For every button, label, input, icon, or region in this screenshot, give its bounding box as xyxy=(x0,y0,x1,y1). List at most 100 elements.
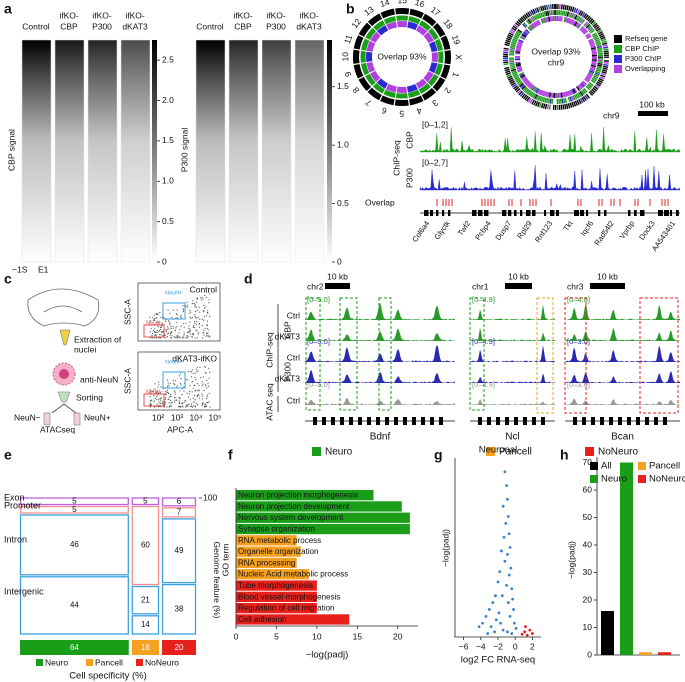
flow-event xyxy=(207,382,209,384)
circos-stripe xyxy=(590,44,596,47)
gene-block xyxy=(508,210,512,216)
circos-stripe xyxy=(589,89,595,95)
colorbar-tick-label: 1.5 xyxy=(162,135,174,145)
circos-stripe xyxy=(549,98,552,104)
circos-stripe xyxy=(503,63,509,66)
circos-stripe xyxy=(597,51,603,54)
flow-event xyxy=(165,330,168,332)
brain-section xyxy=(27,288,100,327)
circos-stripe xyxy=(516,65,522,69)
flow-event xyxy=(183,337,185,339)
chrom-label: chr9 xyxy=(603,110,620,120)
column-label: ifKO- xyxy=(299,10,319,20)
gene-label: Pcbp4 xyxy=(473,219,493,242)
circos-stripe xyxy=(534,8,538,14)
circos-stripe xyxy=(550,10,553,16)
y-tick-label: 0 xyxy=(587,649,592,659)
point xyxy=(528,628,532,632)
circos-stripe xyxy=(578,84,583,90)
flow-event xyxy=(152,332,154,335)
circos-stripe xyxy=(561,10,564,16)
flow-event xyxy=(164,393,166,395)
flow-event xyxy=(197,370,199,372)
flow-event xyxy=(169,323,171,325)
flow-event xyxy=(186,392,188,394)
exon xyxy=(541,417,545,425)
circos-stripe xyxy=(510,67,516,70)
circos-stripe xyxy=(560,104,563,110)
category-label: Tube morphogenesis xyxy=(238,581,313,590)
circos-stripe xyxy=(518,70,524,75)
flow-event xyxy=(207,312,209,314)
flow-event xyxy=(181,394,183,396)
flow-event xyxy=(191,317,193,319)
circos-stripe xyxy=(593,85,599,90)
point xyxy=(489,625,493,629)
signal-track xyxy=(565,398,680,405)
circos-stripe xyxy=(548,92,551,98)
p300-ring xyxy=(428,62,438,74)
flow-event xyxy=(160,326,162,329)
flow-event xyxy=(156,395,158,398)
circos-stripe xyxy=(523,14,528,19)
circos-stripe xyxy=(538,12,542,19)
chromosome-arc xyxy=(432,22,446,38)
legend-label: Pancell xyxy=(649,461,680,472)
circos-stripe xyxy=(572,88,576,94)
flow-event xyxy=(164,320,166,322)
flow-event xyxy=(178,406,180,408)
flow-event xyxy=(153,319,155,322)
flow-event xyxy=(156,391,158,393)
track-range: [0–5.0] xyxy=(307,337,330,346)
circos-stripe xyxy=(563,10,566,16)
point xyxy=(488,608,491,611)
flow-event xyxy=(205,296,207,298)
flow-event xyxy=(195,324,197,326)
circos-stripe xyxy=(590,67,596,71)
circos-stripe xyxy=(540,96,544,102)
flow-event xyxy=(173,390,175,392)
bar xyxy=(236,580,317,591)
circos-stripe xyxy=(598,32,604,37)
flow-event xyxy=(194,304,196,306)
circos-stripe xyxy=(517,42,523,46)
step-label: nuclei xyxy=(74,344,96,354)
signal-track xyxy=(565,345,680,362)
colorbar-tick-label: 0.5 xyxy=(162,216,174,226)
circos-stripe xyxy=(590,79,596,84)
legend-label: P300 ChIP xyxy=(625,54,661,63)
flow-event xyxy=(195,330,197,332)
chromosome-label: 1 xyxy=(450,71,461,79)
circos-stripe xyxy=(588,82,594,87)
flow-event xyxy=(203,315,206,318)
cbp-ring xyxy=(408,16,421,25)
flow-event xyxy=(194,322,196,325)
circos-stripe xyxy=(528,10,533,16)
flow-event xyxy=(180,373,182,375)
flow-event xyxy=(203,307,206,309)
flow-event xyxy=(196,404,198,406)
flow-event xyxy=(164,329,166,331)
circos-stripe xyxy=(513,36,519,41)
circos-stripe xyxy=(528,25,533,31)
circos-stripe xyxy=(548,10,551,16)
circos-stripe xyxy=(535,14,539,20)
circos-stripe xyxy=(520,84,525,89)
x-axis-label: APC-A xyxy=(167,424,193,434)
chart-title: Neuronal xyxy=(479,445,518,456)
panel-label: f xyxy=(228,447,233,463)
circos-stripe xyxy=(515,78,521,83)
signal-track xyxy=(419,127,681,153)
circos-stripe xyxy=(597,47,603,50)
flow-event xyxy=(207,310,209,312)
flow-event xyxy=(160,400,162,402)
y-tick-label: 50 xyxy=(583,512,593,522)
circos-stripe xyxy=(578,98,582,105)
point xyxy=(496,580,500,584)
circos-stripe xyxy=(536,20,540,26)
p300-ring xyxy=(370,70,381,83)
circos-stripe xyxy=(516,46,522,50)
flow-event xyxy=(187,403,189,406)
flow-event xyxy=(180,325,182,327)
flow-event xyxy=(208,385,210,387)
